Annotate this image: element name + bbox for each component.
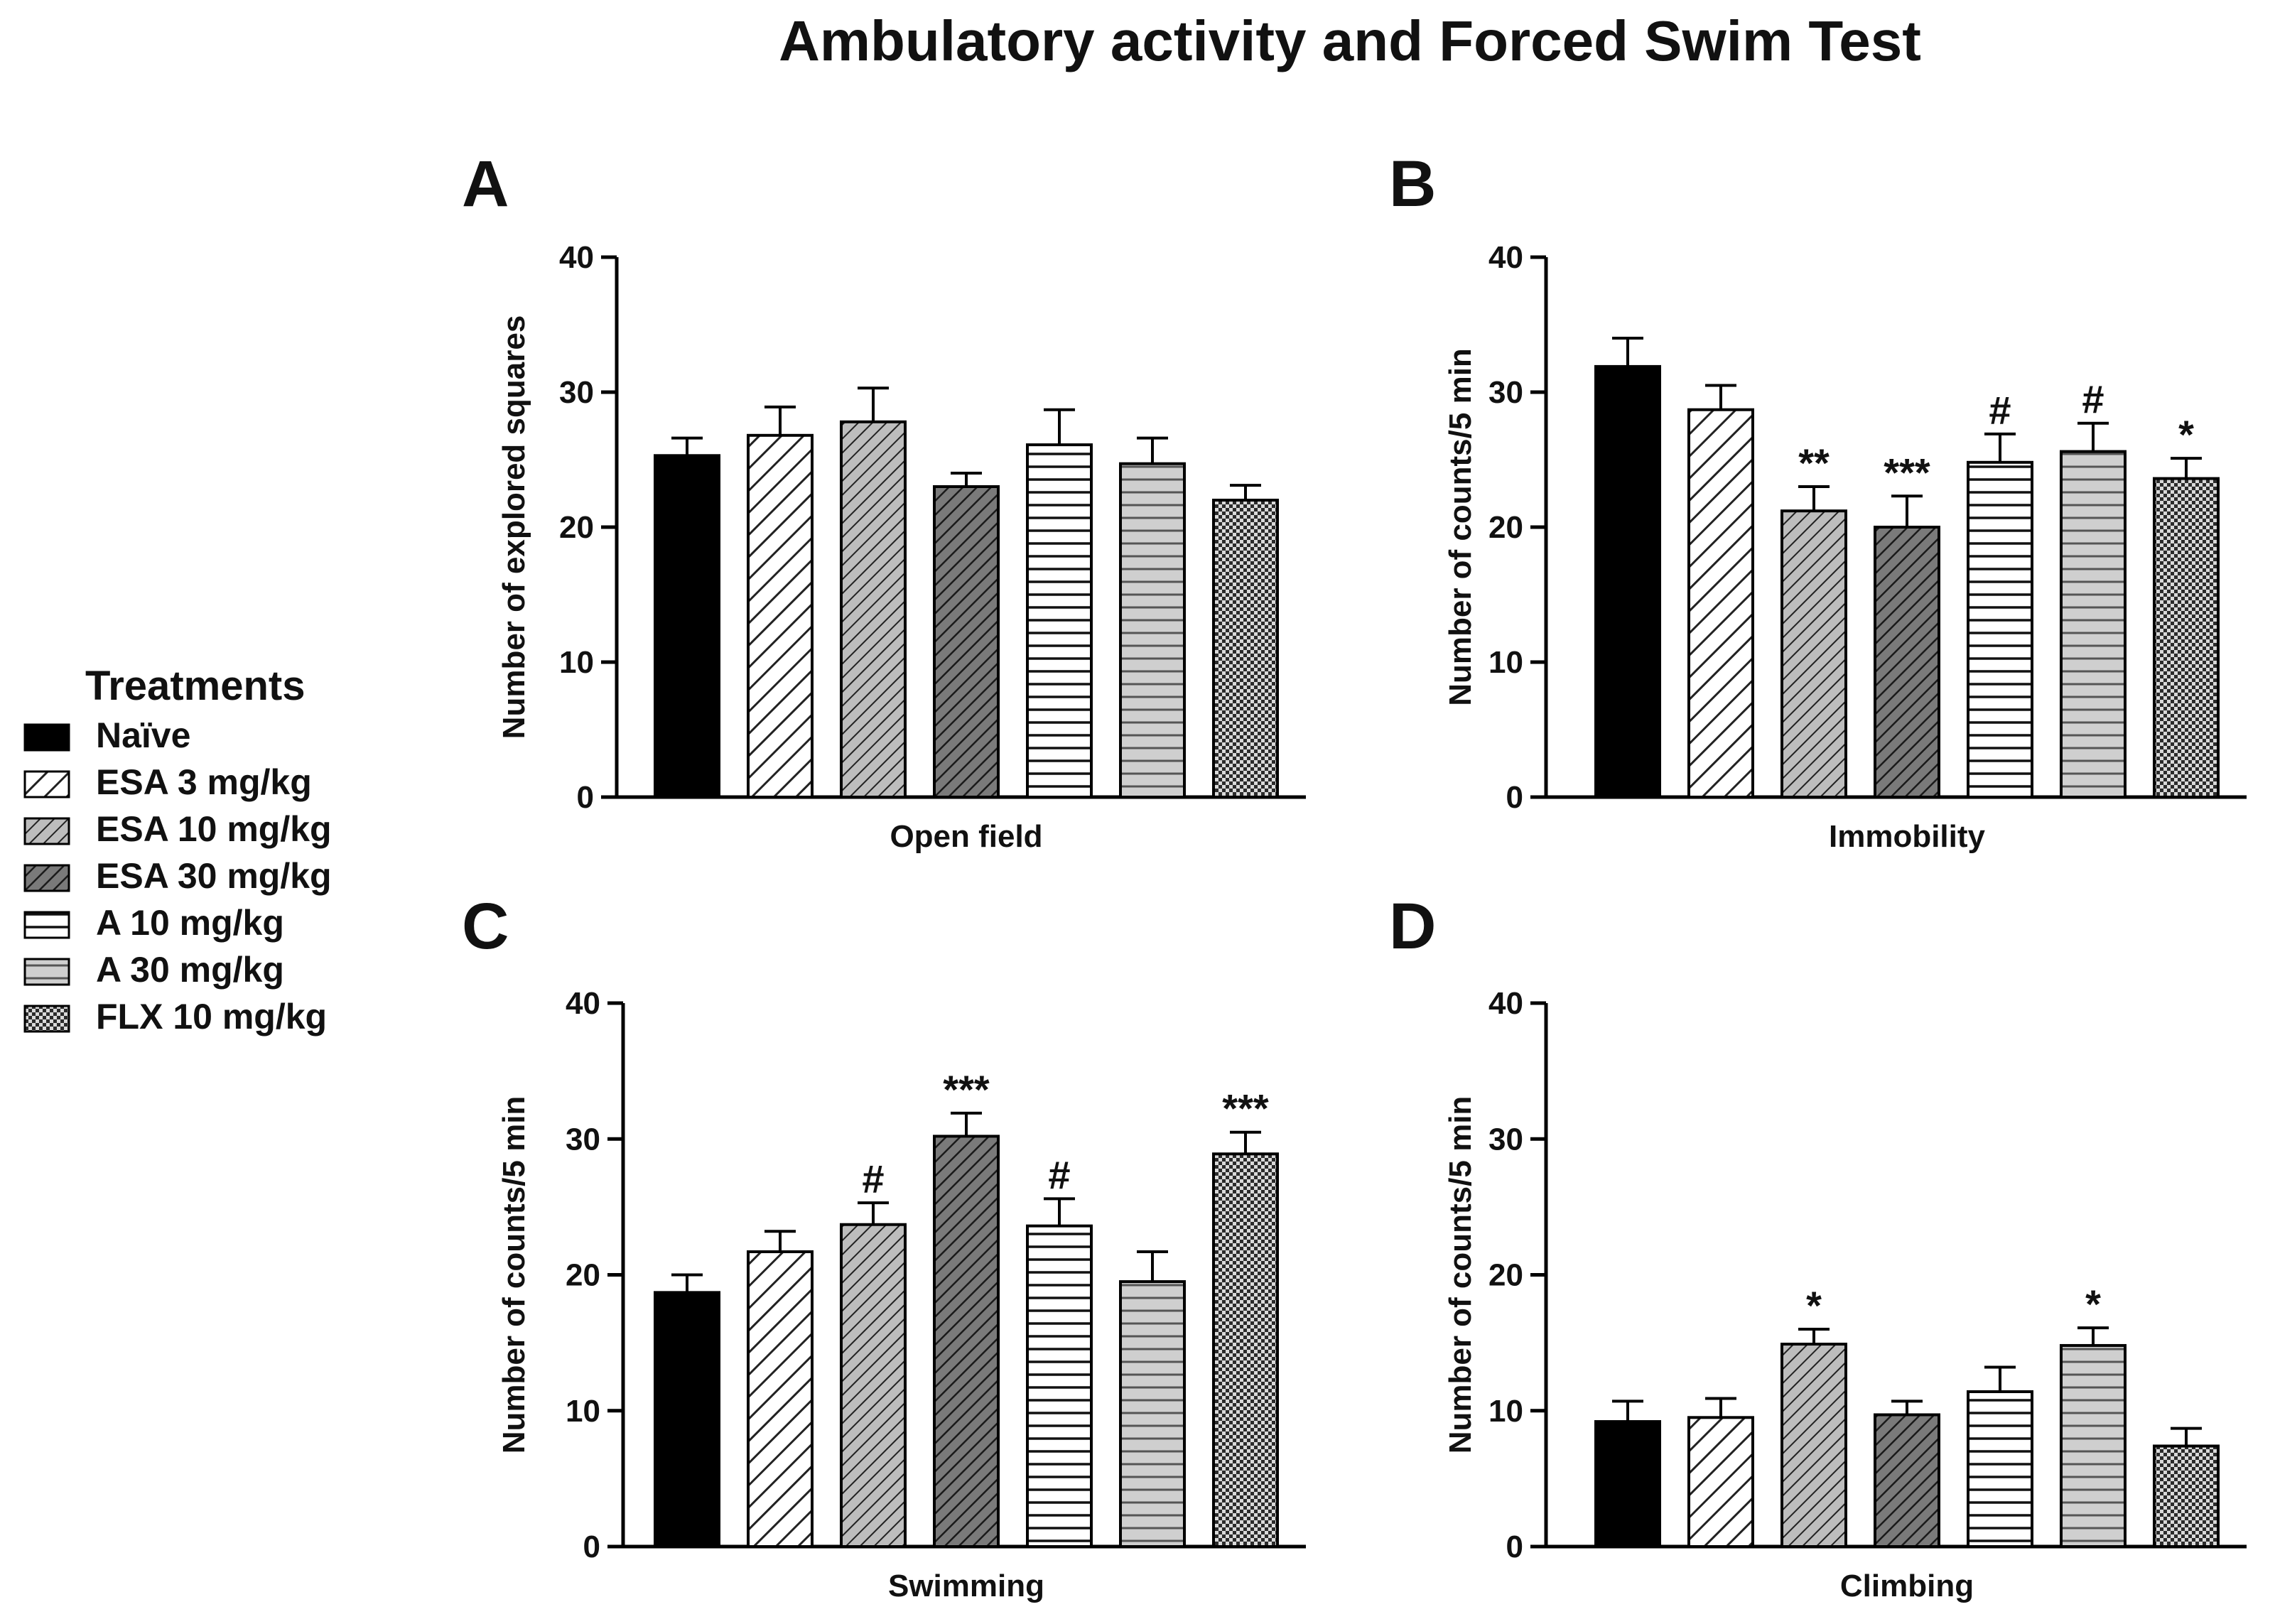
x-axis-label: Swimming (888, 1569, 1044, 1603)
bar (1874, 1413, 1940, 1549)
y-tick-label: 20 (566, 1258, 600, 1293)
bar (2153, 477, 2220, 799)
significance-marker: # (1048, 1152, 1070, 1197)
significance-marker: * (2178, 412, 2194, 457)
panel-letter: A (462, 148, 509, 220)
y-axis-label: Number of counts/5 min (1443, 1096, 1478, 1454)
bar (1026, 443, 1093, 799)
panel-letter: D (1389, 890, 1436, 963)
panel-letter: B (1389, 148, 1436, 220)
y-axis-label: Number of counts/5 min (1443, 348, 1478, 706)
panel-d: D 0 10 20 30 40 Number of counts/5 min Climbing… (1389, 890, 2247, 1603)
bar (1212, 1152, 1279, 1548)
bar (1119, 462, 1186, 799)
significance-marker: *** (1884, 450, 1930, 494)
y-tick-label: 0 (1506, 1530, 1523, 1564)
significance-marker: # (1989, 388, 2011, 433)
bar (747, 1250, 814, 1549)
legend-label: A 30 mg/kg (96, 950, 284, 990)
bar (2060, 1343, 2127, 1548)
bar (840, 1223, 907, 1549)
x-axis-label: Open field (890, 819, 1042, 854)
y-axis-label: Number of counts/5 min (497, 1096, 531, 1454)
bar (654, 454, 720, 799)
x-axis-label: Climbing (1840, 1569, 1974, 1603)
bar (1594, 364, 1661, 799)
bar (1780, 509, 1847, 799)
legend-label: FLX 10 mg/kg (96, 997, 327, 1036)
significance-marker: # (2082, 377, 2104, 422)
y-tick-label: 30 (1488, 375, 1523, 410)
bar (1212, 499, 1279, 799)
bar (933, 485, 1000, 799)
bar (2060, 450, 2127, 799)
panel-c: C 0 10 20 30 40 Number of counts/5 min Swimming… (462, 890, 1306, 1603)
y-tick-label: 20 (559, 510, 594, 545)
y-tick-label: 30 (559, 375, 594, 410)
bar (840, 420, 907, 799)
y-tick-label: 10 (566, 1394, 600, 1429)
y-tick-label: 0 (1506, 780, 1523, 815)
y-tick-label: 20 (1488, 510, 1523, 545)
y-tick-label: 30 (566, 1122, 600, 1157)
y-tick-label: 10 (1488, 645, 1523, 680)
x-axis-label: Immobility (1829, 819, 1986, 854)
bar (933, 1135, 1000, 1549)
legend-swatch (23, 911, 70, 939)
y-axis-label: Number of explored squares (497, 315, 531, 740)
figure-title: Ambulatory activity and Forced Swim Test (779, 9, 1921, 72)
y-tick-label: 0 (577, 780, 594, 815)
legend-label: Naïve (96, 715, 190, 755)
y-tick-label: 0 (583, 1530, 600, 1564)
legend-swatch (23, 958, 70, 986)
legend-swatch (23, 770, 70, 799)
y-tick-label: 10 (559, 645, 594, 680)
bar (747, 433, 814, 799)
legend-label: ESA 30 mg/kg (96, 856, 332, 896)
bar (1687, 408, 1754, 799)
bar (1026, 1224, 1093, 1549)
bar (1780, 1343, 1847, 1548)
significance-marker: * (2085, 1282, 2101, 1326)
legend-label: ESA 10 mg/kg (96, 809, 332, 849)
significance-marker: *** (1222, 1086, 1269, 1131)
legend: Treatments Naïve ESA 3 mg/kg ESA 10 mg/kg E… (23, 663, 332, 1036)
bar (1119, 1280, 1186, 1548)
y-tick-label: 40 (1488, 986, 1523, 1021)
significance-marker: ** (1798, 440, 1830, 485)
y-tick-label: 10 (1488, 1394, 1523, 1429)
legend-swatch (23, 864, 70, 892)
y-tick-label: 40 (566, 986, 600, 1021)
legend-label: A 10 mg/kg (96, 903, 284, 943)
bar (1967, 460, 2033, 799)
panel-letter: C (462, 890, 509, 963)
y-tick-label: 30 (1488, 1122, 1523, 1157)
legend-swatch (23, 723, 70, 752)
chart-panels: A 0 10 20 30 40 Number of explored squares Open… (462, 148, 2247, 1603)
bar (654, 1291, 720, 1549)
significance-marker: *** (943, 1067, 990, 1112)
y-tick-label: 40 (559, 240, 594, 275)
panel-b: B 0 10 20 30 40 Number of counts/5 min Immobili… (1389, 148, 2247, 854)
legend-swatch (23, 817, 70, 845)
bar (1687, 1416, 1754, 1548)
bar (1967, 1390, 2033, 1548)
significance-marker: # (862, 1157, 884, 1201)
panel-a: A 0 10 20 30 40 Number of explored squares Open… (462, 148, 1306, 854)
significance-marker: * (1806, 1283, 1822, 1328)
bar (1874, 526, 1940, 799)
bar (2153, 1444, 2220, 1548)
y-tick-label: 40 (1488, 240, 1523, 275)
legend-swatch (23, 1005, 70, 1033)
legend-label: ESA 3 mg/kg (96, 762, 312, 802)
bar (1594, 1420, 1661, 1549)
y-tick-label: 20 (1488, 1258, 1523, 1293)
legend-title: Treatments (85, 663, 305, 709)
